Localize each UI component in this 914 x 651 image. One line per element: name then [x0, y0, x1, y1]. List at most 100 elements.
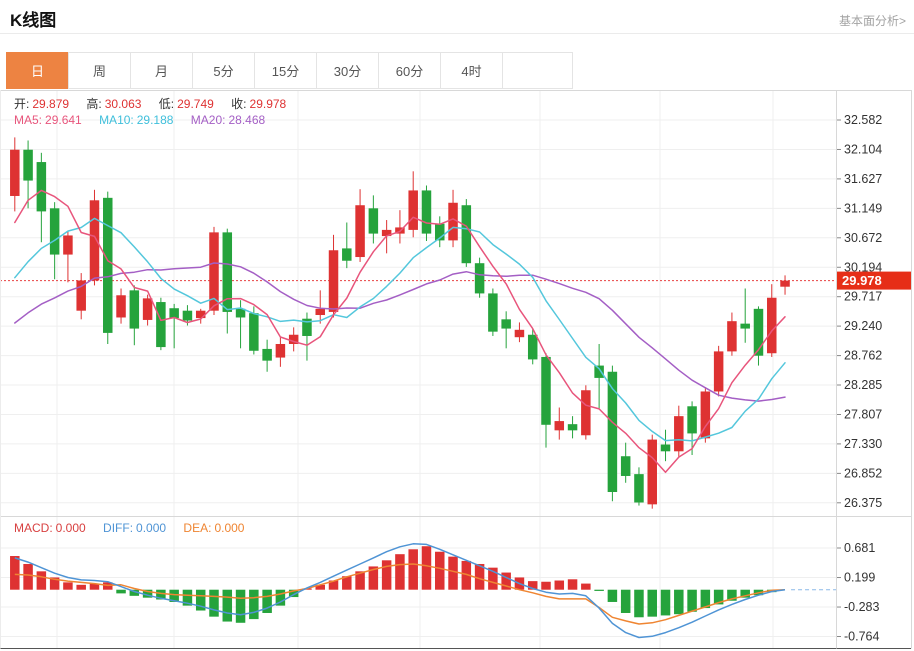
macd-histogram-bar	[315, 584, 325, 590]
candle-body	[581, 390, 591, 436]
candle-body	[89, 200, 100, 281]
macd-panel[interactable]	[0, 543, 836, 639]
candle-body	[567, 424, 578, 431]
price-axis-label: 32.104	[844, 142, 882, 156]
candle-body	[527, 334, 538, 360]
high-value: 30.063	[104, 97, 142, 111]
candle-body	[474, 263, 485, 294]
macd-histogram-bar	[700, 589, 711, 609]
candle-body	[142, 298, 153, 320]
chart-borders	[0, 90, 912, 649]
price-axis-label: 28.762	[844, 349, 882, 363]
price-axis-label: 31.149	[844, 201, 882, 215]
macd-histogram-bar	[488, 567, 498, 590]
macd-histogram-bar	[195, 589, 206, 611]
ma5-label: MA5:	[14, 113, 43, 127]
tab-bar-spacer	[502, 52, 573, 89]
macd-histogram-bar	[10, 556, 20, 590]
macd-histogram-bar	[660, 589, 671, 616]
ma10-line	[14, 217, 786, 442]
macd-histogram-bar	[156, 589, 166, 600]
macd-legend: MACD: 0.000 DIFF: 0.000 DEA: 0.000	[14, 521, 247, 535]
macd-histogram-bar	[620, 589, 631, 613]
svg-text:29.978: 29.978	[842, 273, 882, 288]
low-value: 29.749	[177, 97, 214, 111]
macd-histogram-bar	[461, 560, 472, 590]
tab-周[interactable]: 周	[68, 52, 131, 89]
tab-15分[interactable]: 15分	[254, 52, 317, 89]
macd-histogram-bar	[381, 560, 392, 590]
price-axis-label: 27.807	[844, 407, 882, 421]
ohlc-legend: 开: 29.879 高: 30.063 低: 29.749 收: 29.978	[14, 95, 289, 112]
macd-histogram-bar	[249, 589, 259, 620]
diff-label: DIFF:	[103, 521, 134, 535]
interval-tab-bar: 日周月 5分 15分 30分 60分 4时	[6, 52, 573, 89]
candle-body	[328, 250, 339, 312]
macd-histogram-bar	[687, 589, 697, 612]
candle-body	[23, 149, 33, 181]
current-price-tag: 29.978	[837, 271, 911, 290]
macd-histogram-bar	[116, 589, 126, 594]
candle-body	[288, 334, 299, 344]
macd-axis-label: 0.199	[844, 571, 875, 585]
macd-axis-label: -0.764	[844, 630, 879, 644]
candle-body	[182, 310, 193, 321]
candle-body	[753, 308, 764, 356]
macd-histogram-bar	[435, 551, 445, 590]
macd-histogram-bar	[129, 589, 140, 596]
candle-body	[780, 280, 790, 287]
macd-histogram-bar	[368, 566, 379, 590]
macd-histogram-bar	[634, 589, 644, 618]
ma-legend: MA5: 29.641 MA10: 29.188 MA20: 28.468	[14, 113, 268, 127]
macd-histogram-bar	[76, 584, 86, 590]
dea-value: 0.000	[214, 521, 245, 535]
kline-chart-canvas[interactable]: 32.582 32.104 31.627 31.149 30.672 30.194 29.7…	[0, 88, 914, 651]
candle-body	[116, 295, 126, 318]
candle-body	[10, 149, 20, 196]
candle-body	[381, 229, 392, 237]
candle-body	[129, 290, 140, 329]
candle-body	[727, 321, 737, 352]
tab-日[interactable]: 日	[6, 52, 69, 89]
price-axis-label: 29.717	[844, 290, 882, 304]
macd-histogram-bar	[408, 549, 418, 590]
candle-body	[209, 232, 219, 311]
tab-60分[interactable]: 60分	[378, 52, 441, 89]
fundamental-analysis-link[interactable]: 基本面分析>	[838, 14, 906, 28]
price-axis-label: 30.194	[844, 260, 882, 274]
macd-histogram-bar	[288, 589, 299, 598]
main-chart-panel[interactable]	[0, 90, 836, 649]
macd-histogram-bar	[275, 589, 286, 606]
candle-body	[275, 343, 286, 358]
macd-histogram-bar	[235, 589, 246, 623]
candle-body	[435, 223, 445, 241]
tab-4时[interactable]: 4时	[440, 52, 503, 89]
candle-body	[249, 313, 259, 351]
tab-月[interactable]: 月	[130, 52, 193, 89]
candle-body	[541, 356, 551, 425]
price-axis-label: 31.627	[844, 172, 882, 186]
candle-body	[607, 371, 618, 493]
price-axis-label: 26.852	[844, 466, 882, 480]
price-axis-label: 28.285	[844, 378, 882, 392]
candle-body	[195, 310, 206, 319]
candle-body	[740, 323, 750, 329]
macd-histogram-bar	[395, 554, 405, 590]
tab-5分[interactable]: 5分	[192, 52, 255, 89]
candle-body	[421, 190, 432, 234]
candle-body	[647, 439, 657, 505]
tab-30分[interactable]: 30分	[316, 52, 379, 89]
macd-histogram-bar	[142, 589, 153, 598]
price-axis: 32.582 32.104 31.627 31.149 30.672 30.194 29.7…	[836, 113, 911, 644]
candle-body	[687, 406, 697, 434]
ma20-label: MA20:	[190, 113, 226, 127]
price-axis-label: 30.672	[844, 231, 882, 245]
macd-histogram-bar	[36, 571, 47, 590]
macd-label: MACD:	[14, 521, 53, 535]
candle-body	[49, 208, 60, 255]
ma20-value: 28.468	[228, 113, 266, 127]
ma20-line	[14, 262, 786, 402]
ma10-value: 29.188	[136, 113, 174, 127]
candle-body	[36, 162, 47, 212]
